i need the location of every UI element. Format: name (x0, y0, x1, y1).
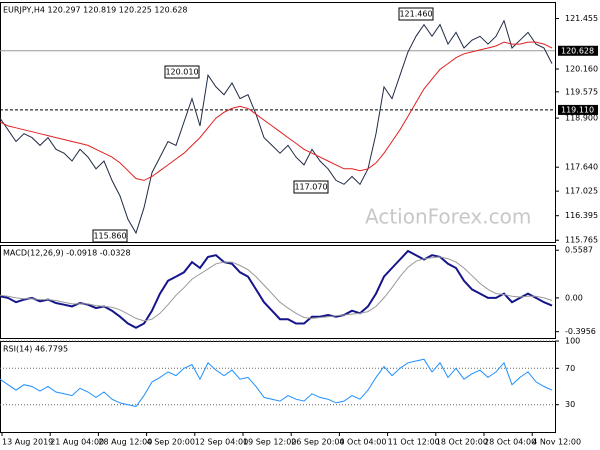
x-tick-label: 18 Oct 20:00 (436, 438, 488, 447)
panel-frame (0, 341, 556, 433)
annotation: 115.860 (93, 232, 126, 241)
x-tick-label: 4 Sep 20:00 (147, 438, 195, 447)
series-line (0, 358, 553, 408)
annotation-box (398, 7, 434, 21)
y-tick-label: 0.00 (565, 293, 583, 302)
x-tick-label: 28 Aug 12:00 (98, 438, 152, 447)
x-tick-label: 4 Oct 04:00 (339, 438, 386, 447)
x-tick-label: 26 Sep 20:00 (291, 438, 344, 447)
y-tick-label: 121.455 (565, 14, 598, 23)
y-tick-label: 70 (565, 364, 575, 373)
price-box-label: 119.110 (561, 105, 594, 114)
x-tick-label: 28 Oct 04:00 (484, 438, 536, 447)
y-tick-label: 116.395 (565, 211, 598, 220)
y-tick-label: 119.575 (565, 87, 598, 96)
watermark: ActionForex.com (365, 205, 531, 229)
annotation: 117.070 (294, 183, 327, 192)
x-tick-label: 21 Aug 04:00 (50, 438, 104, 447)
annotation: 121.460 (399, 10, 432, 19)
x-tick-label: 11 Oct 12:00 (388, 438, 440, 447)
price-box (558, 45, 598, 56)
x-tick-label: 12 Sep 04:00 (195, 438, 248, 447)
y-tick-label: 0.5587 (565, 246, 593, 255)
x-tick-label: 4 Nov 12:00 (532, 438, 581, 447)
y-tick-label: 117.025 (565, 187, 598, 196)
annotation: 120.010 (165, 68, 198, 77)
panel-header: MACD(12,26,9) -0.0918 -0.0328 (3, 249, 131, 258)
series-line (0, 19, 553, 235)
y-tick-label: 100 (565, 337, 580, 346)
y-tick-label: 117.640 (565, 163, 598, 172)
y-tick-label: 115.765 (565, 236, 598, 245)
series-line (0, 249, 553, 329)
x-tick-label: 13 Aug 2019 (2, 438, 53, 447)
y-tick-label: 118.900 (565, 114, 598, 123)
annotation-box (293, 180, 329, 194)
panel-header: RSI(14) 46.7795 (3, 345, 68, 354)
series-line (0, 41, 553, 181)
panel-frame (0, 245, 556, 339)
y-tick-label: -0.3956 (565, 327, 596, 336)
y-tick-label: 120.160 (565, 65, 598, 74)
y-tick-label: 30 (565, 400, 575, 409)
price-box (558, 104, 598, 115)
annotation-box (92, 229, 128, 243)
panel-header: EURJPY,H4 120.297 120.819 120.225 120.62… (3, 6, 188, 15)
annotation-box (164, 65, 200, 79)
series-line (0, 256, 553, 322)
price-box-label: 120.628 (561, 46, 594, 55)
x-tick-label: 19 Sep 12:00 (243, 438, 296, 447)
